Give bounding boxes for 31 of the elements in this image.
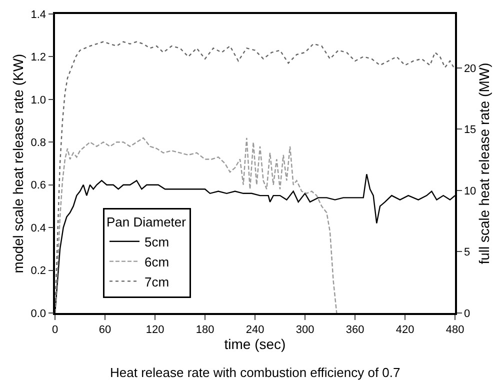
y2-tick-label: 15	[464, 124, 476, 136]
legend-title: Pan Diameter	[106, 214, 187, 230]
x-tick-label: 60	[98, 324, 112, 336]
y2-tick-label: 0	[464, 308, 470, 320]
x-tick-label: 300	[296, 324, 314, 336]
y2-axis-title: full scale heat release rate (MW)	[476, 62, 492, 264]
y-tick-label: 1.0	[30, 94, 46, 106]
y-tick-label: 0.6	[30, 180, 46, 192]
y-tick-label: 0.0	[30, 308, 46, 320]
x-tick-label: 120	[146, 324, 164, 336]
y-tick-label: 1.2	[30, 52, 46, 64]
x-tick-label: 240	[246, 324, 264, 336]
y-axis-title: model scale heat release rate (KW)	[10, 54, 26, 274]
x-tick-label: 0	[52, 324, 58, 336]
x-axis-title: time (sec)	[224, 336, 286, 352]
legend-label: 7cm	[144, 274, 170, 290]
y2-tick-label: 10	[464, 185, 476, 198]
y-tick-label: 0.4	[30, 222, 46, 234]
y-tick-label: 0.8	[30, 136, 46, 149]
legend-label: 6cm	[144, 254, 170, 270]
x-tick-label: 360	[346, 324, 364, 336]
x-tick-label: 180	[196, 324, 214, 336]
line-series	[55, 137, 338, 313]
x-tick-label: 480	[446, 324, 464, 336]
x-tick-label: 420	[396, 324, 414, 336]
y-tick-label: 1.4	[30, 8, 46, 21]
y2-tick-label: 5	[464, 246, 470, 259]
text: Heat release rate with combustion efficiency of 0.7	[110, 365, 400, 380]
legend-label: 5cm	[144, 234, 170, 250]
y-tick-label: 0.2	[30, 265, 46, 278]
y2-tick-label: 20	[464, 62, 476, 75]
